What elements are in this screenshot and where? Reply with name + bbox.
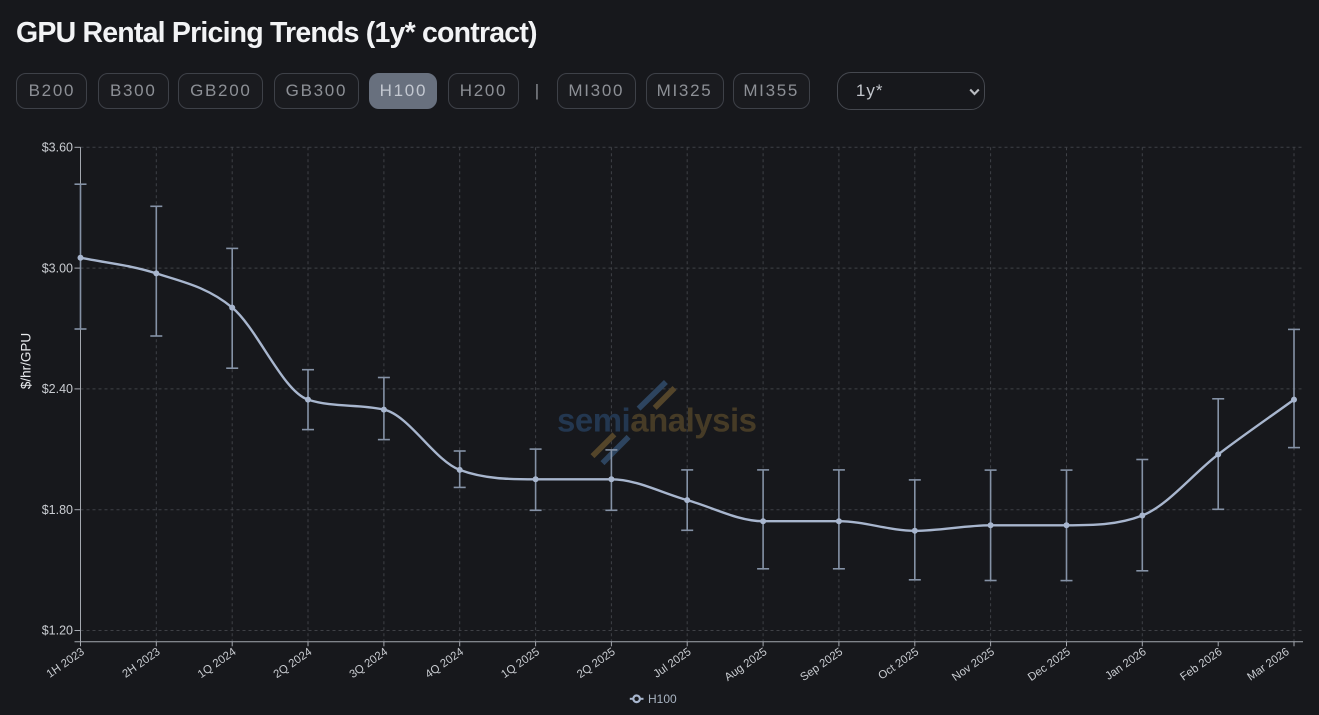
svg-text:$1.80: $1.80 — [42, 503, 73, 517]
svg-text:Feb 2026: Feb 2026 — [1178, 646, 1224, 683]
svg-text:Jul 2025: Jul 2025 — [651, 646, 693, 681]
svg-text:1H 2023: 1H 2023 — [45, 646, 87, 681]
svg-text:1Q 2024: 1Q 2024 — [196, 646, 239, 681]
svg-text:$2.40: $2.40 — [42, 382, 73, 396]
svg-text:2H 2023: 2H 2023 — [120, 646, 162, 681]
svg-text:Nov 2025: Nov 2025 — [950, 646, 997, 684]
svg-text:Aug 2025: Aug 2025 — [723, 646, 770, 684]
svg-text:3Q 2024: 3Q 2024 — [348, 646, 391, 681]
svg-text:1Q 2025: 1Q 2025 — [499, 646, 542, 681]
svg-text:$1.20: $1.20 — [42, 624, 73, 638]
svg-text:H100: H100 — [648, 692, 677, 706]
svg-text:Mar 2026: Mar 2026 — [1245, 646, 1291, 683]
svg-text:semianalysis: semianalysis — [557, 402, 756, 439]
svg-text:Dec 2025: Dec 2025 — [1026, 646, 1073, 684]
svg-text:$/hr/GPU: $/hr/GPU — [19, 333, 34, 389]
svg-text:4Q 2024: 4Q 2024 — [423, 646, 466, 681]
svg-text:2Q 2024: 2Q 2024 — [272, 646, 315, 681]
svg-text:Oct 2025: Oct 2025 — [876, 646, 921, 682]
svg-text:$3.00: $3.00 — [42, 261, 73, 275]
svg-text:Sep 2025: Sep 2025 — [798, 646, 845, 684]
svg-text:$3.60: $3.60 — [42, 141, 73, 155]
svg-text:Jan 2026: Jan 2026 — [1103, 646, 1148, 683]
svg-text:2Q 2025: 2Q 2025 — [575, 646, 618, 681]
